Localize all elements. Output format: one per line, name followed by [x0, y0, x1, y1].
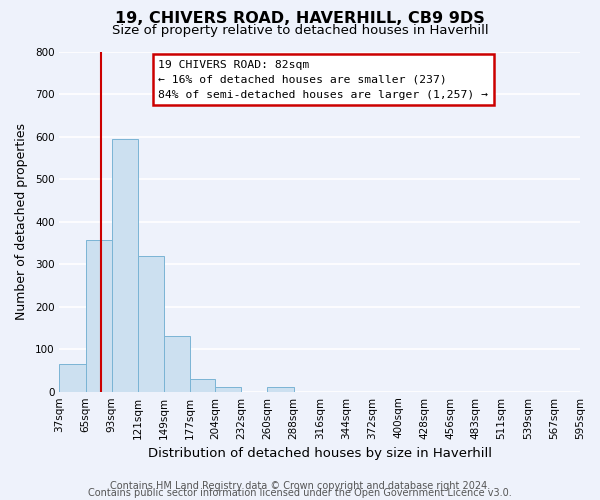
Bar — [86, 240, 112, 392]
Bar — [215, 388, 241, 392]
Text: Size of property relative to detached houses in Haverhill: Size of property relative to detached ho… — [112, 24, 488, 37]
X-axis label: Distribution of detached houses by size in Haverhill: Distribution of detached houses by size … — [148, 447, 492, 460]
Y-axis label: Number of detached properties: Number of detached properties — [15, 123, 28, 320]
Bar — [190, 379, 215, 392]
Text: Contains public sector information licensed under the Open Government Licence v3: Contains public sector information licen… — [88, 488, 512, 498]
Bar — [112, 138, 138, 392]
Bar — [59, 364, 86, 392]
Text: 19 CHIVERS ROAD: 82sqm
← 16% of detached houses are smaller (237)
84% of semi-de: 19 CHIVERS ROAD: 82sqm ← 16% of detached… — [158, 60, 488, 100]
Text: Contains HM Land Registry data © Crown copyright and database right 2024.: Contains HM Land Registry data © Crown c… — [110, 481, 490, 491]
Bar — [268, 388, 293, 392]
Text: 19, CHIVERS ROAD, HAVERHILL, CB9 9DS: 19, CHIVERS ROAD, HAVERHILL, CB9 9DS — [115, 11, 485, 26]
Bar — [164, 336, 190, 392]
Bar — [138, 256, 164, 392]
